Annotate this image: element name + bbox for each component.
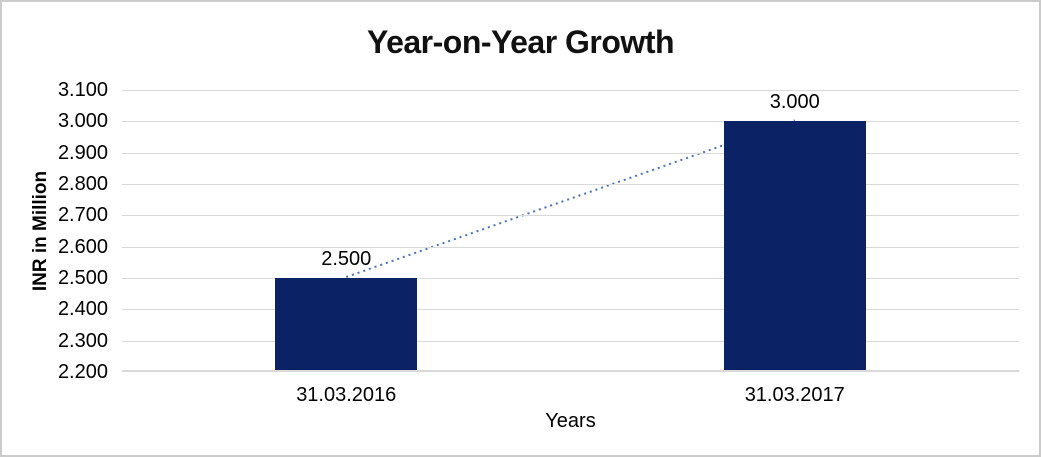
gridline xyxy=(122,340,1019,342)
plot-area xyxy=(122,90,1019,372)
data-label: 3.000 xyxy=(769,91,820,114)
bar-31.03.2017 xyxy=(723,121,866,370)
y-tick-label: 2.500 xyxy=(57,267,108,289)
y-tick-label: 2.400 xyxy=(57,298,108,321)
gridline xyxy=(122,246,1019,248)
y-tick-label: 2.300 xyxy=(57,329,108,352)
trendline xyxy=(345,119,796,278)
chart-title: Year-on-Year Growth xyxy=(366,24,675,60)
bar-31.03.2016 xyxy=(275,278,418,370)
y-tick-label: 2.200 xyxy=(57,361,108,383)
gridline xyxy=(122,215,1019,217)
gridline xyxy=(122,121,1019,123)
gridline xyxy=(122,90,1019,91)
y-tick-label: 3.000 xyxy=(57,110,108,133)
gridline xyxy=(122,309,1019,311)
data-label: 2.500 xyxy=(321,248,372,270)
y-tick-label: 2.900 xyxy=(57,141,108,164)
x-axis-title: Years xyxy=(545,410,596,432)
x-tick-label: 31.03.2016 xyxy=(296,384,397,406)
y-tick-label: 3.100 xyxy=(57,79,108,101)
gridline xyxy=(122,184,1019,185)
x-tick-label: 31.03.2017 xyxy=(744,384,845,406)
y-tick-label: 2.600 xyxy=(57,235,108,258)
x-axis-line xyxy=(122,370,1019,372)
y-tick-label: 2.800 xyxy=(57,173,108,195)
gridline xyxy=(122,152,1019,154)
y-tick-label: 2.700 xyxy=(57,204,108,227)
gridline xyxy=(122,278,1019,279)
